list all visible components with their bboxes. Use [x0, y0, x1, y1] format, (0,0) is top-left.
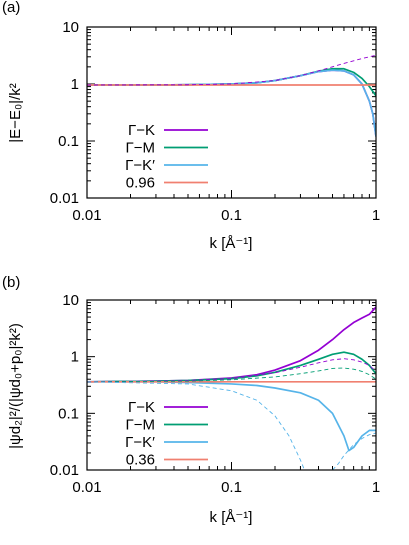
- chart-panel-1: 0.01 0.1 1 0.01 0.1 1 10 Γ−KΓ−MΓ−K′0.96 (a) k [Å⁻…: [2, 0, 380, 252]
- y-axis-label: |ψd₂|²/(|ψd₀+p₀|²k²): [7, 323, 24, 449]
- legend-label: Γ−M: [125, 417, 155, 434]
- y-tick-label: 0.01: [50, 462, 79, 479]
- panel-label: (b): [2, 274, 20, 291]
- y-tick-label: 10: [62, 292, 79, 309]
- chart-panel-2: 0.01 0.1 1 0.01 0.1 1 10 Γ−KΓ−MΓ−K′0.36 (b) k [Å⁻…: [2, 274, 380, 526]
- y-tick-label: 1: [71, 349, 79, 366]
- y-tick-label: 0.1: [58, 405, 79, 422]
- x-tick-label: 1: [372, 207, 380, 224]
- series-line-3: [87, 380, 376, 452]
- plot-frame: [86, 299, 377, 471]
- x-tick-label: 0.1: [221, 479, 242, 496]
- series-line-2: [87, 67, 376, 97]
- legend-label: Γ−K′: [125, 157, 155, 174]
- plot-frame: [86, 26, 377, 199]
- panel-label: (a): [2, 0, 20, 16]
- series-line-5: [87, 358, 376, 383]
- legend-label: 0.96: [126, 175, 155, 192]
- x-axis-label: k [Å⁻¹]: [210, 509, 253, 526]
- y-tick-label: 1: [71, 76, 79, 93]
- legend-label: Γ−M: [125, 140, 155, 157]
- series-group: [87, 54, 376, 137]
- legend-label: Γ−K: [128, 399, 155, 416]
- series-group: [87, 306, 376, 470]
- x-tick-label: 1: [372, 479, 380, 496]
- legend-label: Γ−K′: [125, 434, 155, 451]
- y-tick-label: 10: [62, 19, 79, 36]
- y-tick-label: 0.01: [50, 190, 79, 207]
- y-axis-label: |E−E₀|/k²: [7, 83, 24, 142]
- series-line-5: [87, 54, 376, 86]
- legend-label: 0.36: [126, 452, 155, 469]
- x-tick-label: 0.01: [72, 207, 101, 224]
- series-line-7: [87, 381, 305, 470]
- series-line-6: [87, 367, 376, 383]
- y-tick-label: 0.1: [58, 133, 79, 150]
- series-line-8: [332, 432, 376, 470]
- series-line-1: [87, 306, 376, 383]
- legend-label: Γ−K: [128, 122, 155, 139]
- x-tick-label: 0.1: [221, 207, 242, 224]
- x-tick-label: 0.01: [72, 479, 101, 496]
- x-axis-label: k [Å⁻¹]: [210, 235, 253, 252]
